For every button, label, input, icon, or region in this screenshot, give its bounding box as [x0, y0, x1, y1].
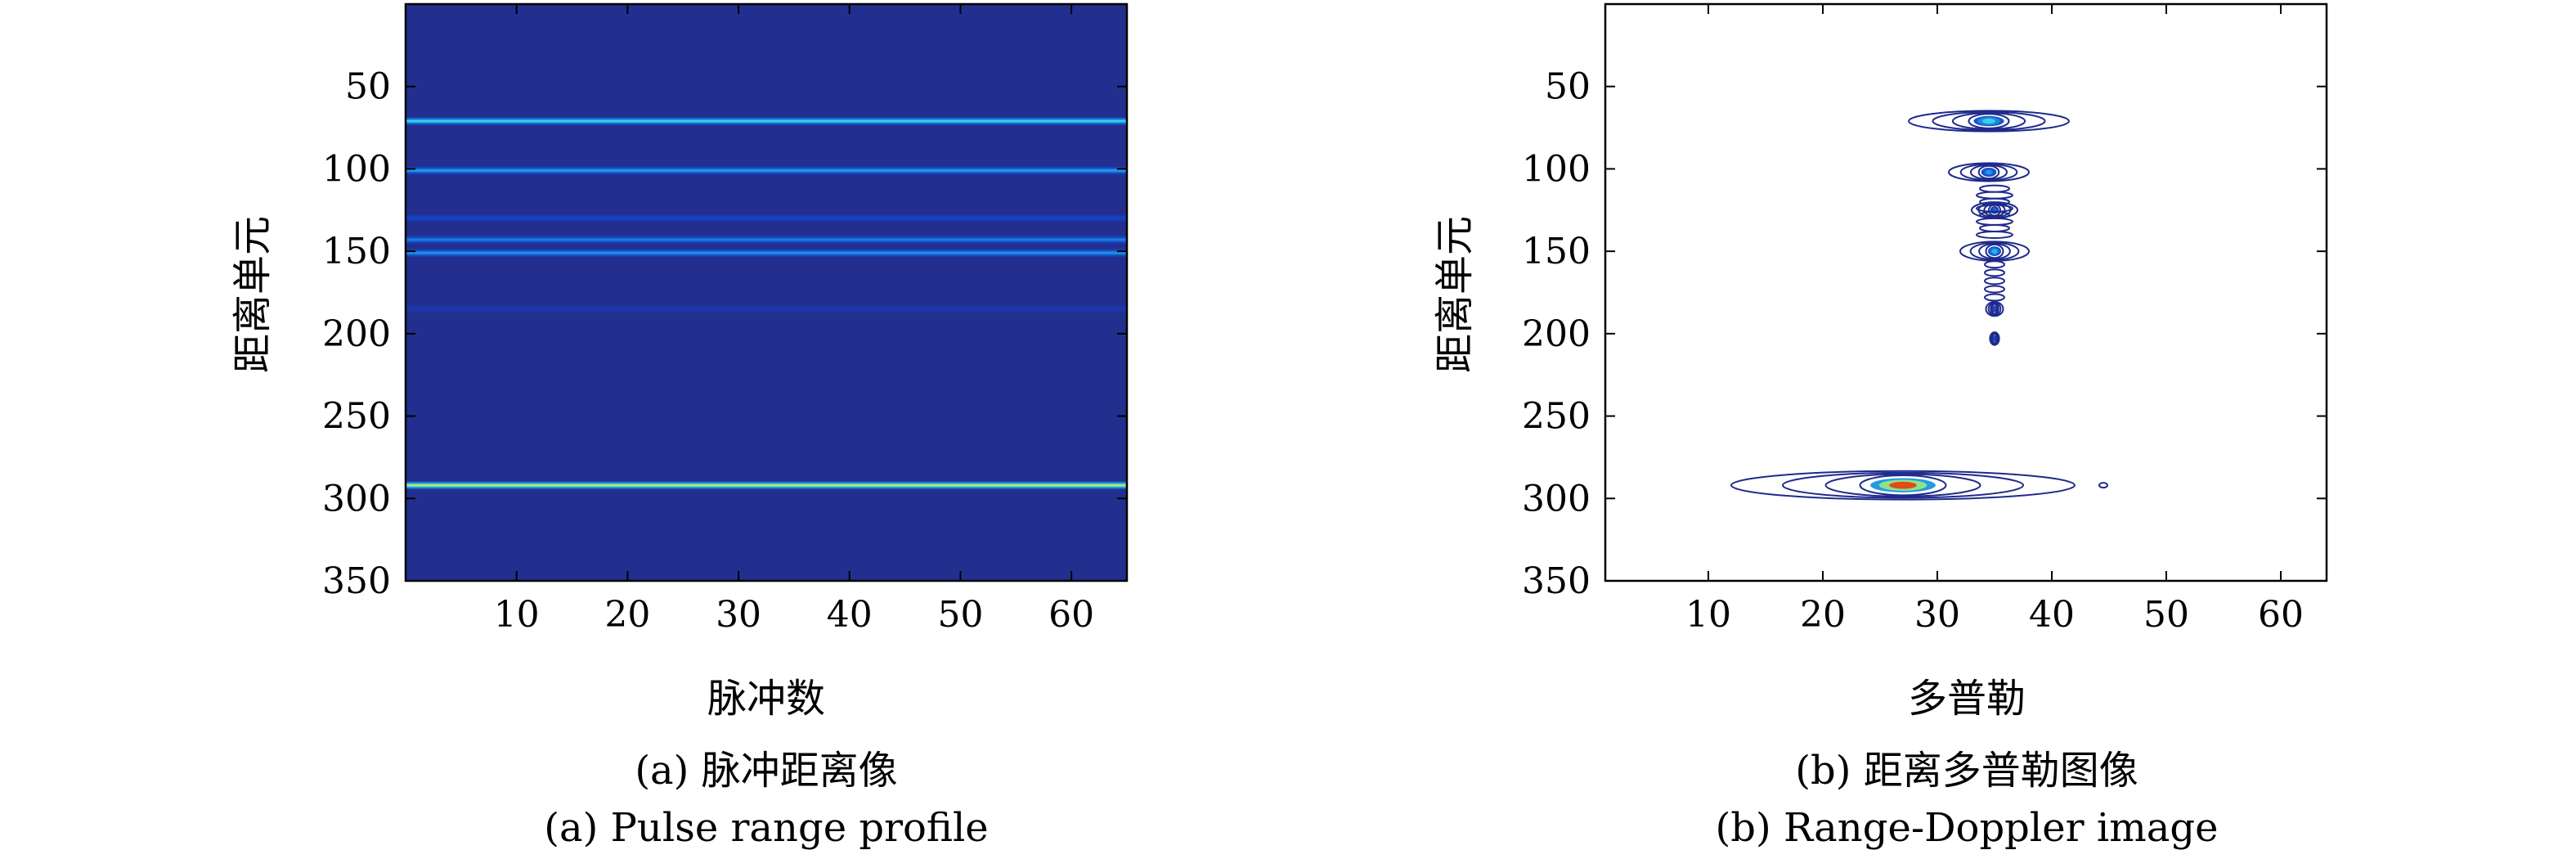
panel-b-axes: 10 20 30 40 50 60 50 100 150 200 250 300 350: [1522, 2, 2328, 636]
y-tick-label: 50: [345, 66, 391, 108]
scatterer-contour: [1948, 162, 2030, 182]
range-band: [406, 305, 1127, 313]
range-band: [406, 117, 1127, 125]
panel-b-xlabel: 多普勒: [1908, 676, 2026, 722]
x-tick-label: 60: [1048, 594, 1094, 636]
y-tick-label: 100: [1522, 148, 1591, 190]
panel-b-caption-en: (b) Range-Doppler image: [1716, 805, 2219, 851]
scatterer-contour: [1959, 241, 2030, 262]
panel-b-ylabel: 距离单元: [1432, 216, 1478, 373]
panel-b-frame: [1604, 2, 2328, 582]
range-band: [406, 481, 1127, 489]
panel-a-range-profile: 10 20 30 40 50 60 50 100 150 200 250 300 350 脉冲数 距离单…: [230, 2, 1129, 851]
x-tick-label: 20: [1800, 594, 1846, 636]
scatterer-blip: [2098, 482, 2108, 489]
y-tick-label: 350: [1522, 560, 1591, 602]
y-tick-label: 200: [322, 313, 391, 355]
y-tick-label: 350: [322, 560, 391, 602]
panel-a-frame: [404, 2, 1129, 582]
x-tick-label: 10: [494, 594, 540, 636]
panel-a-ylabel: 距离单元: [230, 216, 276, 373]
panel-b-range-doppler: 10 20 30 40 50 60 50 100 150 200 250 300 350 多普勒 距离单…: [1432, 2, 2328, 851]
y-tick-label: 300: [322, 478, 391, 519]
x-tick-label: 30: [1914, 594, 1960, 636]
y-tick-label: 100: [322, 148, 391, 190]
panel-b-contour: [1605, 4, 2327, 581]
range-band: [406, 249, 1127, 257]
x-tick-label: 20: [604, 594, 650, 636]
y-tick-label: 250: [322, 396, 391, 438]
panel-a-caption-cn: (a) 脉冲距离像: [635, 748, 897, 794]
scatterer-ladder: [1976, 184, 2013, 302]
y-tick-label: 300: [1522, 478, 1591, 519]
y-tick-label: 50: [1545, 66, 1591, 108]
x-tick-label: 40: [827, 594, 873, 636]
x-tick-label: 50: [2143, 594, 2189, 636]
x-tick-label: 10: [1685, 594, 1731, 636]
x-tick-label: 50: [937, 594, 983, 636]
y-tick-label: 150: [1522, 231, 1591, 272]
range-band: [406, 214, 1127, 223]
x-tick-label: 30: [716, 594, 761, 636]
range-band: [406, 166, 1127, 174]
y-tick-label: 150: [322, 231, 391, 272]
y-tick-label: 250: [1522, 396, 1591, 438]
panel-a-axes: 10 20 30 40 50 60 50 100 150 200 250 300 350: [322, 2, 1129, 636]
y-tick-label: 200: [1522, 313, 1591, 355]
panel-a-heatmap: [406, 4, 1127, 581]
range-band: [406, 236, 1127, 244]
panel-a-xlabel: 脉冲数: [707, 676, 825, 722]
scatterer-contour: [1908, 110, 2070, 133]
heatmap-background: [406, 4, 1127, 581]
scatterer-contour: [1730, 470, 2076, 501]
x-tick-label: 60: [2258, 594, 2304, 636]
panel-a-caption-en: (a) Pulse range profile: [544, 805, 988, 851]
x-tick-label: 40: [2029, 594, 2075, 636]
panel-b-caption-cn: (b) 距离多普勒图像: [1795, 748, 2138, 794]
scatterer-contour: [1985, 301, 2004, 317]
scatterer-contour: [1989, 331, 2000, 346]
